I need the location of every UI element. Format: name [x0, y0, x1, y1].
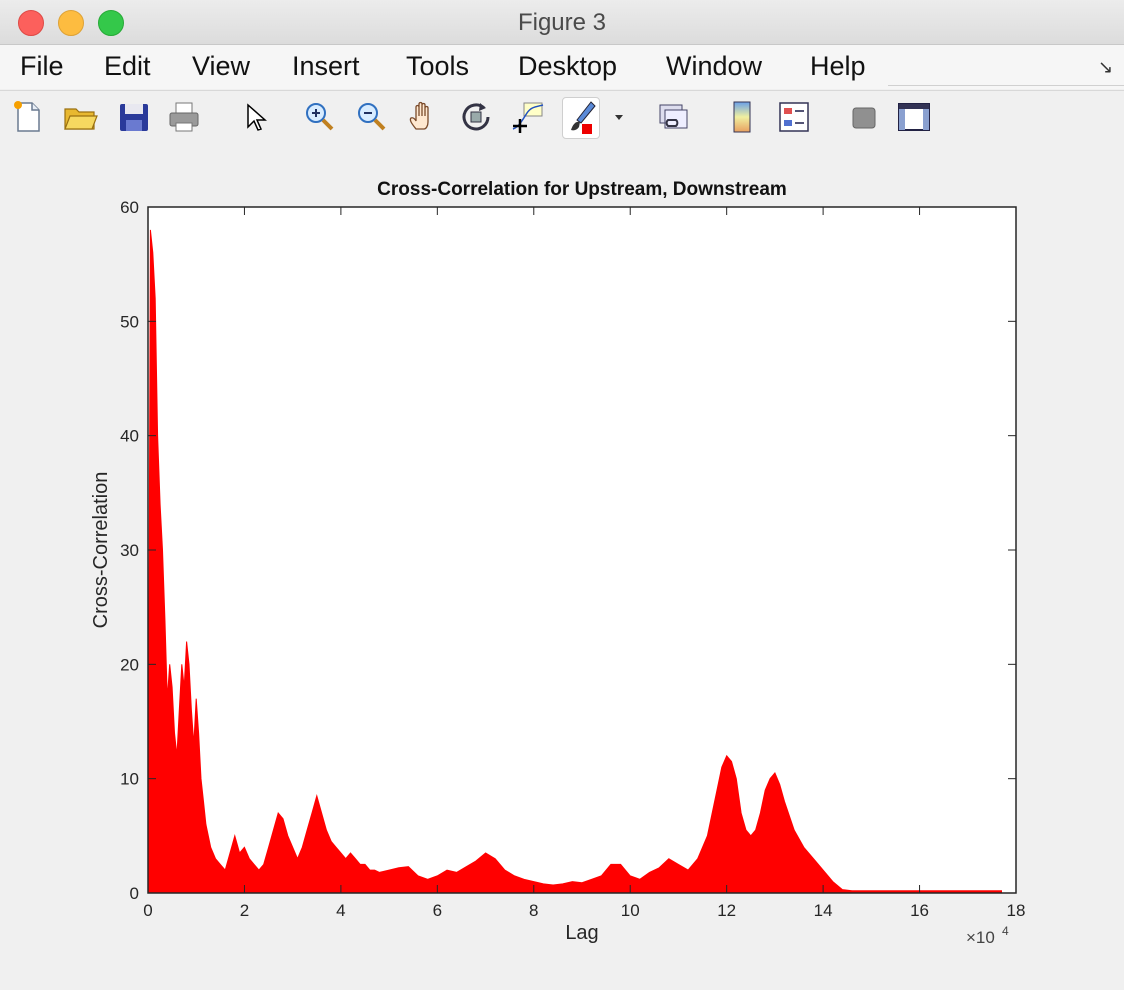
- data-cursor-icon[interactable]: [510, 99, 546, 135]
- menu-file[interactable]: File: [20, 51, 64, 81]
- dock-figure-icon[interactable]: ↘: [1098, 57, 1114, 77]
- chart-title: Cross-Correlation for Upstream, Downstre…: [377, 179, 787, 200]
- cross-correlation-area[interactable]: [147, 229, 1002, 894]
- edit-plot-cursor-icon[interactable]: [238, 99, 274, 135]
- x-tick-label: 16: [910, 901, 929, 920]
- hide-plot-tools-icon[interactable]: [846, 99, 882, 135]
- rotate-3d-icon[interactable]: [458, 99, 494, 135]
- x-exponent-power: 4: [1002, 924, 1009, 938]
- menu-divider: [888, 85, 1124, 86]
- x-tick-label: 4: [336, 901, 345, 920]
- brush-button[interactable]: [562, 97, 600, 139]
- x-tick-label: 0: [143, 901, 152, 920]
- y-tick-label: 40: [120, 427, 139, 446]
- minimize-window-button[interactable]: [58, 10, 84, 36]
- print-icon[interactable]: [166, 99, 202, 135]
- colorbar-icon[interactable]: [724, 99, 760, 135]
- y-tick-label: 50: [120, 312, 139, 331]
- link-plot-icon[interactable]: [656, 99, 692, 135]
- y-tick-label: 30: [120, 541, 139, 560]
- maximize-window-button[interactable]: [98, 10, 124, 36]
- menu-tools[interactable]: Tools: [406, 51, 470, 81]
- figure-toolbar: [0, 90, 1124, 144]
- window-title: Figure 3: [517, 9, 607, 36]
- x-axis-label: Lag: [565, 922, 598, 944]
- zoom-in-icon[interactable]: [302, 99, 338, 135]
- menu-bar: File Edit View Insert Tools Desktop Wind…: [0, 45, 1124, 89]
- x-tick-label: 12: [717, 901, 736, 920]
- menu-help[interactable]: Help: [810, 51, 866, 81]
- brush-dropdown-icon[interactable]: [610, 99, 628, 135]
- close-window-button[interactable]: [18, 10, 44, 36]
- legend-icon[interactable]: [776, 99, 812, 135]
- menu-insert[interactable]: Insert: [292, 51, 360, 81]
- y-tick-label: 20: [120, 655, 139, 674]
- x-exponent-label: ×10: [966, 928, 995, 947]
- x-tick-label: 2: [240, 901, 249, 920]
- menu-view[interactable]: View: [192, 51, 251, 81]
- title-bar[interactable]: Figure 3: [0, 0, 1124, 45]
- save-icon[interactable]: [116, 99, 152, 135]
- menu-window[interactable]: Window: [666, 51, 763, 81]
- menu-desktop[interactable]: Desktop: [518, 51, 618, 81]
- plot-area[interactable]: [148, 207, 1016, 893]
- show-plot-tools-icon[interactable]: [896, 99, 932, 135]
- new-figure-icon[interactable]: [10, 99, 46, 135]
- x-tick-label: 14: [814, 901, 833, 920]
- y-tick-label: 0: [130, 884, 139, 903]
- x-tick-label: 18: [1007, 901, 1026, 920]
- y-axis-label: Cross-Correlation: [90, 472, 112, 629]
- cross-correlation-chart[interactable]: 0 2 4 6 8 10 12 14 16 18 0 10 20 30 40 50 60 Cross-Correl…: [0, 143, 1124, 990]
- x-tick-label: 6: [433, 901, 442, 920]
- x-tick-label: 8: [529, 901, 538, 920]
- pan-hand-icon[interactable]: [406, 99, 442, 135]
- zoom-out-icon[interactable]: [354, 99, 390, 135]
- figure-canvas: 0 2 4 6 8 10 12 14 16 18 0 10 20 30 40 50 60 Cross-Correl…: [0, 143, 1124, 990]
- y-tick-label: 10: [120, 770, 139, 789]
- x-tick-label: 10: [621, 901, 640, 920]
- menu-edit[interactable]: Edit: [104, 51, 151, 81]
- open-file-icon[interactable]: [62, 99, 98, 135]
- y-tick-label: 60: [120, 198, 139, 217]
